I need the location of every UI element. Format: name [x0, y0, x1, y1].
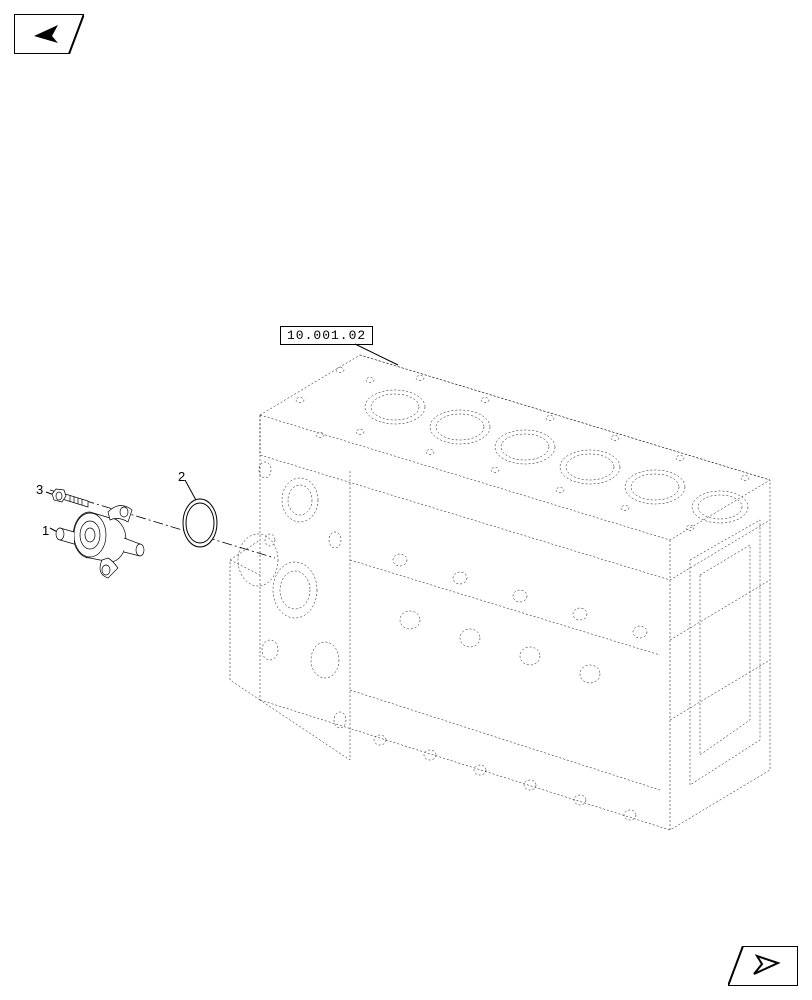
part-1-pump	[56, 505, 144, 578]
part-3-bolt	[52, 489, 88, 507]
part-2-seal	[183, 499, 217, 547]
engine-block-drawing	[0, 0, 812, 1000]
diagram-canvas: 10.001.02 1 2 3	[0, 0, 812, 1000]
